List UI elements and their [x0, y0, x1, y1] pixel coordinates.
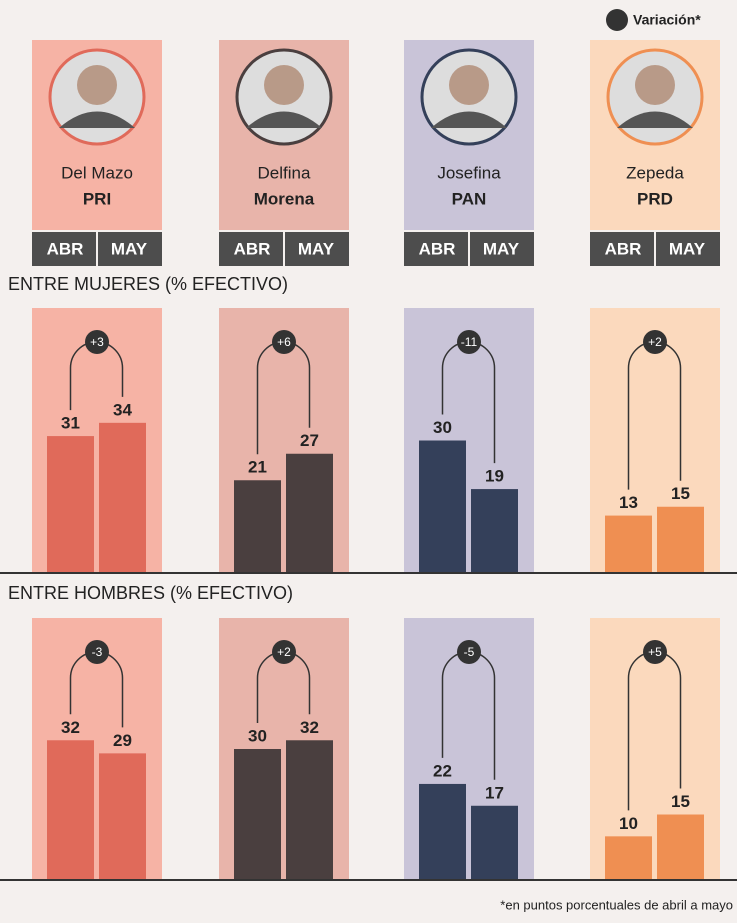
period-label: ABR: [419, 239, 456, 258]
bar: [419, 783, 466, 880]
candidate-name: Josefina: [437, 163, 501, 182]
variation-label: +2: [648, 335, 662, 349]
variation-label: +5: [648, 645, 662, 659]
value-label: 30: [248, 726, 267, 745]
variation-badge: [272, 640, 296, 664]
bar: [605, 515, 652, 573]
bar: [47, 436, 94, 573]
section-title: ENTRE HOMBRES (% EFECTIVO): [8, 583, 293, 603]
period-label: ABR: [234, 239, 271, 258]
photo-body: [431, 111, 507, 128]
photo-body: [617, 111, 693, 128]
bar: [47, 740, 94, 880]
variation-badge: [643, 330, 667, 354]
period-label: ABR: [605, 239, 642, 258]
bar: [471, 489, 518, 573]
bar: [286, 740, 333, 880]
candidate-party: PRD: [637, 189, 673, 208]
value-label: 17: [485, 783, 504, 802]
candidate-party: Morena: [254, 189, 315, 208]
value-label: 32: [61, 718, 80, 737]
value-label: 30: [433, 418, 452, 437]
period-label: MAY: [111, 239, 148, 258]
value-label: 10: [619, 814, 638, 833]
variation-badge: [457, 330, 481, 354]
value-label: 15: [671, 792, 690, 811]
value-label: 31: [61, 414, 80, 433]
value-label: 32: [300, 718, 319, 737]
value-label: 34: [113, 400, 132, 419]
bar: [286, 453, 333, 573]
variation-badge: [643, 640, 667, 664]
bar: [234, 480, 281, 573]
value-label: 15: [671, 484, 690, 503]
candidate-party: PRI: [83, 189, 111, 208]
candidate-party: PAN: [452, 189, 487, 208]
variation-badge: [457, 640, 481, 664]
value-label: 19: [485, 467, 504, 486]
section-title: ENTRE MUJERES (% EFECTIVO): [8, 274, 288, 294]
bar: [99, 422, 146, 573]
variation-label: -11: [461, 335, 478, 349]
bar: [419, 440, 466, 573]
bar: [99, 753, 146, 880]
bar: [657, 506, 704, 573]
bar: [471, 805, 518, 880]
period-label: MAY: [483, 239, 520, 258]
variation-label: +2: [277, 645, 291, 659]
period-label: MAY: [669, 239, 706, 258]
bar: [234, 749, 281, 880]
candidate-name: Zepeda: [626, 163, 684, 182]
footnote: *en puntos porcentuales de abril a mayo: [500, 897, 733, 912]
photo-body: [246, 111, 322, 128]
variation-label: -5: [464, 645, 475, 659]
photo-head: [449, 65, 489, 105]
period-label: MAY: [298, 239, 335, 258]
photo-body: [59, 111, 135, 128]
candidate-name: Delfina: [258, 163, 311, 182]
photo-head: [77, 65, 117, 105]
variation-badge: [272, 330, 296, 354]
bar: [605, 836, 652, 880]
photo-head: [264, 65, 304, 105]
legend-dot: [606, 9, 628, 31]
photo-head: [635, 65, 675, 105]
value-label: 21: [248, 458, 267, 477]
legend-label: Variación*: [633, 12, 701, 28]
value-label: 29: [113, 731, 132, 750]
variation-badge: [85, 640, 109, 664]
value-label: 22: [433, 761, 452, 780]
value-label: 27: [300, 431, 319, 450]
bar: [657, 814, 704, 880]
variation-badge: [85, 330, 109, 354]
period-label: ABR: [47, 239, 84, 258]
variation-label: +6: [277, 335, 291, 349]
variation-label: -3: [92, 645, 103, 659]
variation-label: +3: [90, 335, 104, 349]
value-label: 13: [619, 493, 638, 512]
candidate-name: Del Mazo: [61, 163, 133, 182]
